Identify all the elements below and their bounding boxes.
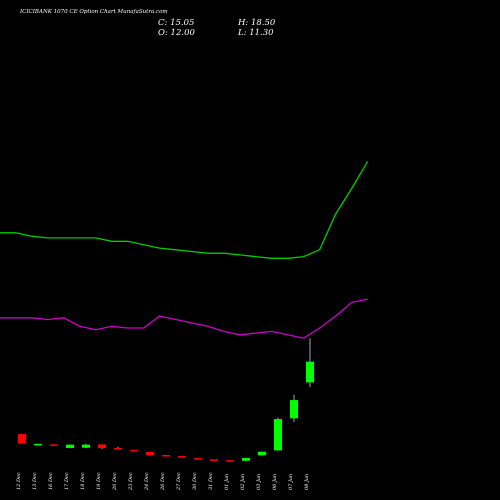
candle-body — [82, 444, 90, 448]
candle — [130, 449, 138, 452]
candle — [290, 394, 298, 422]
ohlc-open-value: 12.00 — [170, 28, 195, 38]
candle — [226, 460, 234, 462]
candle-body — [210, 459, 218, 461]
candle — [18, 434, 26, 444]
x-tick-label: 20 Dec — [112, 472, 118, 491]
candle-body — [50, 444, 58, 446]
candle — [194, 458, 202, 460]
x-axis-ticks: 12 Dec 13 Dec 16 Dec 17 Dec 18 Dec 19 Dec 20 D… — [16, 472, 310, 491]
candle-body — [226, 460, 234, 462]
candle — [82, 443, 90, 448]
candle — [146, 452, 154, 456]
x-tick-label: 26 Dec — [160, 472, 166, 491]
candle-body — [194, 458, 202, 460]
candle — [274, 417, 282, 451]
candle-body — [66, 444, 74, 448]
candlesticks — [18, 338, 314, 462]
candle-body — [146, 452, 154, 456]
x-tick-label: 07 Jan — [288, 474, 294, 490]
candle-body — [274, 419, 282, 451]
candle — [162, 455, 170, 457]
candle-body — [18, 434, 26, 444]
ohlc-high-label: H: 18.50 — [238, 18, 276, 28]
candle — [178, 456, 186, 458]
candle-body — [114, 447, 122, 450]
candle — [306, 338, 314, 388]
x-tick-label: 13 Dec — [32, 472, 38, 490]
x-tick-label: 18 Dec — [80, 472, 86, 490]
ohlc-low-value: 11.30 — [249, 28, 274, 38]
candle-body — [178, 456, 186, 458]
candle-body — [162, 455, 170, 457]
ohlc-close-label: C: 15.05 — [158, 18, 195, 28]
candle-body — [306, 361, 314, 383]
candle — [210, 459, 218, 461]
candle — [66, 444, 74, 449]
x-tick-label: 03 Jan — [256, 474, 262, 490]
x-tick-label: 06 Jan — [272, 474, 278, 490]
ohlc-close-value: 15.05 — [170, 18, 195, 28]
x-tick-label: 17 Dec — [64, 472, 70, 490]
x-tick-label: 12 Dec — [16, 472, 22, 490]
candle — [114, 446, 122, 450]
x-tick-label: 31 Dec — [208, 472, 214, 490]
candle-body — [258, 451, 266, 456]
candle — [98, 444, 106, 450]
ohlc-open-label: O: 12.00 — [158, 28, 195, 38]
x-tick-label: 08 Jan — [304, 474, 310, 490]
chart-title: ICICIBANK 1070 CE Option Chart MunafaSut… — [20, 9, 168, 15]
overlay-lines — [0, 161, 369, 339]
candle — [50, 444, 58, 446]
candle-body — [34, 443, 42, 446]
x-tick-label: 24 Dec — [144, 472, 150, 491]
ohlc-high-value: 18.50 — [250, 18, 276, 28]
candle-body — [242, 458, 250, 461]
ohlc-low-label: L: 11.30 — [238, 28, 274, 38]
x-tick-label: 30 Dec — [192, 472, 198, 490]
candle-body — [290, 400, 298, 419]
candle — [242, 457, 250, 461]
overlay-line-1 — [0, 161, 369, 259]
x-tick-label: 27 Dec — [176, 472, 182, 491]
candle — [258, 451, 266, 456]
candle — [34, 443, 42, 446]
candle-body — [130, 449, 138, 452]
x-tick-label: 01 Jan — [224, 474, 230, 490]
candle-body — [98, 444, 106, 449]
x-tick-label: 23 Dec — [128, 472, 134, 491]
x-tick-label: 16 Dec — [48, 472, 54, 490]
x-tick-label: 02 Jan — [240, 474, 246, 490]
x-tick-label: 19 Dec — [96, 472, 102, 490]
overlay-line-2 — [0, 298, 368, 339]
